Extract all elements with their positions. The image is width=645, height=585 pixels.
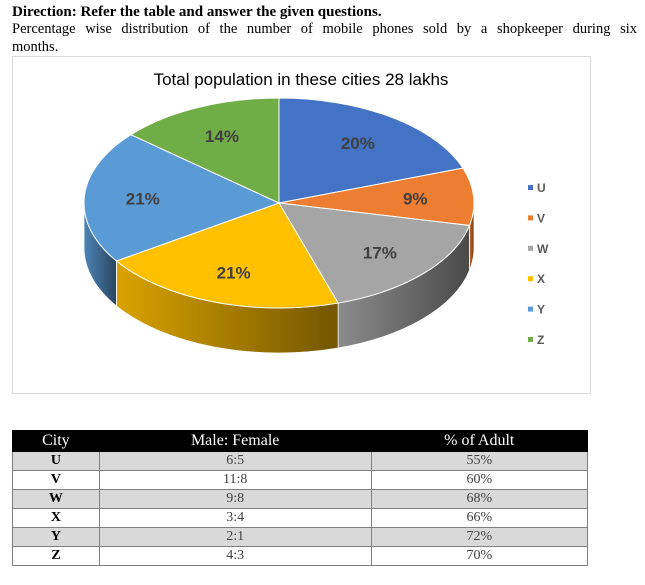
direction-heading: Direction: Refer the table and answer th…: [12, 4, 382, 20]
slice-label-V: 9%: [403, 189, 428, 208]
city-cell: U: [12, 451, 100, 471]
slice-label-W: 17%: [363, 244, 397, 263]
city-data-table: City Male: Female % of Adult U 6:5 55% V…: [12, 430, 589, 566]
table-row: Y 2:1 72%: [12, 527, 589, 547]
city-cell: X: [12, 508, 100, 528]
slice-label-U: 20%: [341, 134, 375, 153]
legend-swatch-U: [528, 185, 533, 190]
ratio-cell: 9:8: [98, 489, 372, 509]
adult-percent-cell: 68%: [370, 489, 589, 509]
ratio-cell: 11:8: [98, 470, 372, 490]
adult-percent-cell: 55%: [370, 451, 589, 471]
pie-chart: Total population in these cities 28 lakh…: [83, 70, 549, 354]
chart-title: Total population in these cities 28 lakh…: [154, 70, 449, 89]
pie-slice-Y: [83, 134, 281, 262]
pie-slice-Z: [129, 97, 280, 204]
table-row: X 3:4 66%: [12, 508, 589, 528]
header-adult-percent: % of Adult: [370, 430, 589, 452]
table-row: Z 4:3 70%: [12, 546, 589, 566]
legend-label-U: U: [537, 181, 546, 195]
table-header-row: City Male: Female % of Adult: [12, 430, 589, 452]
table-row: U 6:5 55%: [12, 451, 589, 471]
slice-label-X: 21%: [217, 263, 251, 282]
pie-slices: [83, 97, 475, 354]
legend-swatch-Z: [528, 337, 533, 342]
city-cell: V: [12, 470, 100, 490]
legend-swatch-V: [528, 215, 533, 221]
question-description-continued: months.: [12, 39, 59, 55]
legend-label-Y: Y: [537, 303, 545, 317]
header-male-female: Male: Female: [98, 430, 372, 452]
legend-swatch-W: [528, 245, 533, 251]
legend-label-W: W: [537, 242, 549, 256]
pie-slice-X: [115, 202, 339, 309]
ratio-cell: 2:1: [98, 527, 372, 547]
adult-percent-cell: 72%: [370, 527, 589, 547]
slice-labels: 20% 9% 17% 21% 21% 14%: [126, 127, 428, 282]
ratio-cell: 4:3: [98, 546, 372, 566]
pie-chart-area: Total population in these cities 28 lakh…: [12, 56, 591, 394]
legend-swatch-Y: [528, 306, 533, 312]
legend-label-V: V: [537, 211, 545, 225]
pie-slice-W: [278, 202, 471, 304]
city-cell: Z: [12, 546, 100, 566]
ratio-cell: 3:4: [98, 508, 372, 528]
legend-label-Z: Z: [537, 333, 544, 347]
slice-label-Y: 21%: [126, 189, 160, 208]
city-cell: Y: [12, 527, 100, 547]
ratio-cell: 6:5: [98, 451, 372, 471]
table-row: V 11:8 60%: [12, 470, 589, 490]
chart-legend: U V W X Y Z: [528, 181, 549, 347]
adult-percent-cell: 70%: [370, 546, 589, 566]
slice-label-Z: 14%: [205, 127, 239, 146]
adult-percent-cell: 66%: [370, 508, 589, 528]
pie-slice-V: [278, 167, 475, 227]
legend-label-X: X: [537, 272, 545, 286]
question-description: Percentage wise distribution of the numb…: [12, 21, 637, 37]
adult-percent-cell: 60%: [370, 470, 589, 490]
legend-swatch-X: [528, 276, 533, 282]
header-city: City: [12, 430, 100, 452]
table-row: W 9:8 68%: [12, 489, 589, 509]
city-cell: W: [12, 489, 100, 509]
